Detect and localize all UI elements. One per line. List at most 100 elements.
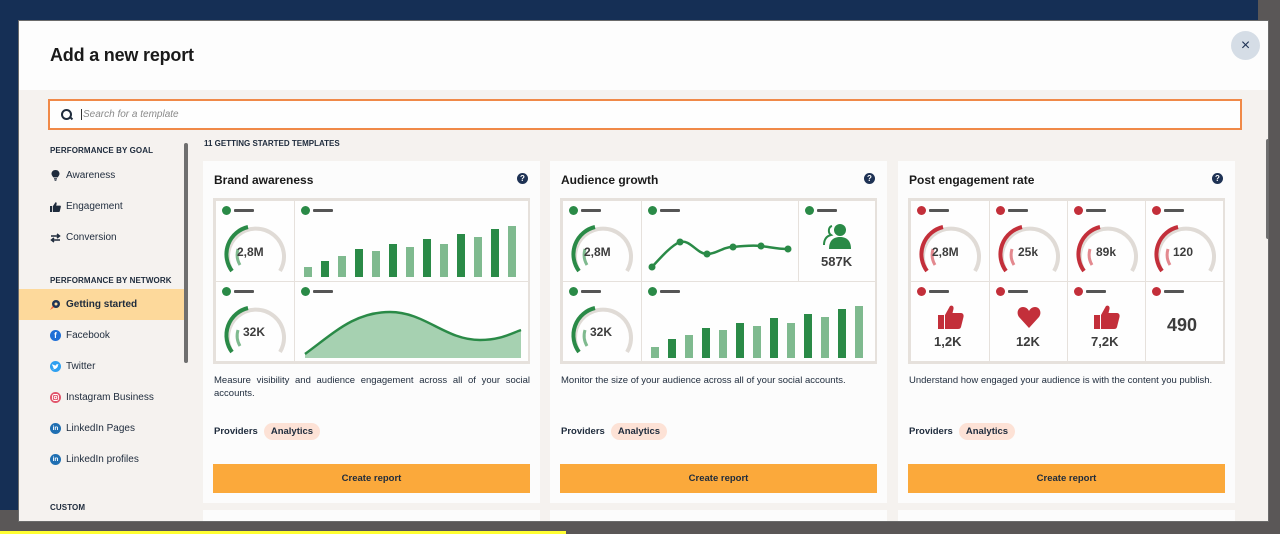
widget-legend	[301, 287, 333, 296]
search-icon	[61, 108, 73, 121]
template-card-audience-growth: Audience growth ? 2,8M	[550, 161, 887, 503]
sidebar-item-label: Twitter	[66, 361, 96, 372]
gauge-value: 89k	[1096, 245, 1117, 259]
sidebar-item-instagram[interactable]: Instagram Business	[19, 382, 185, 413]
modal-title: Add a new report	[50, 45, 194, 65]
rocket-icon	[50, 299, 61, 310]
sidebar-item-twitter[interactable]: Twitter	[19, 351, 185, 382]
widget-legend	[1152, 287, 1184, 296]
modal-header: Add a new report ×	[19, 21, 1268, 90]
widget-legend	[648, 287, 680, 296]
sidebar-item-label: LinkedIn profiles	[66, 454, 139, 465]
providers-label: Providers	[561, 426, 605, 437]
template-list: 11 GETTING STARTED TEMPLATES Brand aware…	[202, 137, 1242, 521]
widget-legend	[805, 206, 837, 215]
providers-label: Providers	[909, 426, 953, 437]
help-icon[interactable]: ?	[864, 173, 875, 184]
sidebar-item-linkedin-pages[interactable]: in LinkedIn Pages	[19, 413, 185, 444]
sidebar-item-getting-started[interactable]: Getting started	[19, 289, 185, 320]
widget-legend	[1152, 206, 1184, 215]
sidebar-item-engagement[interactable]: Engagement	[19, 191, 185, 222]
sidebar-item-label: LinkedIn Pages	[66, 423, 135, 434]
gauge-widget: 32K	[215, 281, 295, 362]
gauge-widget: 89k	[1067, 200, 1146, 282]
followers-widget: 587K	[798, 200, 877, 282]
thumbs-widget: 7,2K	[1067, 281, 1146, 362]
widget-legend	[222, 287, 254, 296]
area-chart	[304, 310, 522, 358]
lightbulb-icon	[50, 170, 61, 181]
gauge-chart	[224, 225, 286, 273]
gauge-widget: 2,8M	[215, 200, 295, 282]
template-card-post-engagement-rate: Post engagement rate ? 2,8M	[898, 161, 1235, 503]
providers-row: Providers Analytics	[561, 423, 668, 440]
providers-row: Providers Analytics	[909, 423, 1016, 440]
thumbs-up-icon	[1094, 305, 1120, 329]
gauge-widget: 2,8M	[910, 200, 990, 282]
sidebar-item-label: Instagram Business	[66, 392, 154, 403]
widget-legend	[996, 206, 1028, 215]
help-icon[interactable]: ?	[517, 173, 528, 184]
linkedin-icon: in	[50, 454, 61, 465]
section-heading-custom: CUSTOM	[50, 503, 86, 512]
sidebar-scrollbar[interactable]	[184, 143, 188, 363]
widget-legend	[1074, 287, 1106, 296]
instagram-icon	[50, 392, 61, 403]
section-heading-network: PERFORMANCE BY NETWORK	[50, 276, 172, 285]
sidebar-item-label: Getting started	[66, 299, 138, 310]
template-search	[48, 99, 1242, 130]
template-sidebar: PERFORMANCE BY GOAL Awareness Engagement…	[19, 137, 185, 521]
card-preview: 2,8M	[560, 198, 877, 364]
gauge-value: 32K	[590, 325, 613, 339]
gauge-widget: 2,8M	[562, 200, 642, 282]
card-description: Monitor the size of your audience across…	[561, 375, 846, 386]
content-scrollbar[interactable]	[1266, 139, 1268, 239]
gauge-widget: 32K	[562, 281, 642, 362]
hearts-widget: 12K	[989, 281, 1068, 362]
likes-value: 1,2K	[934, 334, 962, 349]
thumbs-value: 7,2K	[1091, 334, 1119, 349]
widget-legend	[569, 206, 601, 215]
bar-chart	[304, 226, 516, 277]
gauge-chart	[998, 225, 1060, 273]
widget-legend	[996, 287, 1028, 296]
bar-chart-widget	[641, 281, 877, 362]
gauge-widget: 25k	[989, 200, 1068, 282]
gauge-chart	[571, 225, 633, 273]
highlight-strip	[0, 531, 566, 534]
sidebar-item-conversion[interactable]: Conversion	[19, 222, 185, 253]
gauge-value: 2,8M	[584, 245, 611, 259]
card-preview: 2,8M 25k	[908, 198, 1225, 364]
provider-badge: Analytics	[958, 423, 1016, 440]
followers-value: 587K	[821, 254, 853, 269]
bar-chart-widget	[294, 200, 530, 282]
sidebar-item-label: Awareness	[66, 170, 116, 181]
hearts-value: 12K	[1016, 334, 1040, 349]
search-input[interactable]	[81, 109, 1181, 120]
heart-icon	[1017, 307, 1041, 328]
users-icon	[823, 224, 851, 249]
sidebar-item-facebook[interactable]: f Facebook	[19, 320, 185, 351]
sidebar-item-linkedin-profiles[interactable]: in LinkedIn profiles	[19, 444, 185, 475]
card-title: Brand awareness	[214, 173, 314, 187]
line-chart	[648, 238, 792, 271]
close-button[interactable]: ×	[1231, 31, 1260, 60]
create-report-button[interactable]: Create report	[213, 464, 530, 493]
widget-legend	[917, 287, 949, 296]
providers-row: Providers Analytics	[214, 423, 321, 440]
create-report-button[interactable]: Create report	[560, 464, 877, 493]
template-card-partial	[898, 510, 1235, 521]
help-icon[interactable]: ?	[1212, 173, 1223, 184]
sidebar-item-label: Conversion	[66, 232, 117, 243]
widget-legend	[917, 206, 949, 215]
sidebar-item-awareness[interactable]: Awareness	[19, 160, 185, 191]
gauge-chart	[1076, 225, 1138, 273]
card-description: Measure visibility and audience engageme…	[214, 375, 530, 399]
create-report-button[interactable]: Create report	[908, 464, 1225, 493]
gauge-chart	[1154, 225, 1216, 273]
add-report-modal: Add a new report × PERFORMANCE BY GOAL A…	[18, 20, 1269, 522]
widget-legend	[648, 206, 680, 215]
widget-legend	[222, 206, 254, 215]
template-card-partial	[203, 510, 540, 521]
gauge-value: 32K	[243, 325, 266, 339]
